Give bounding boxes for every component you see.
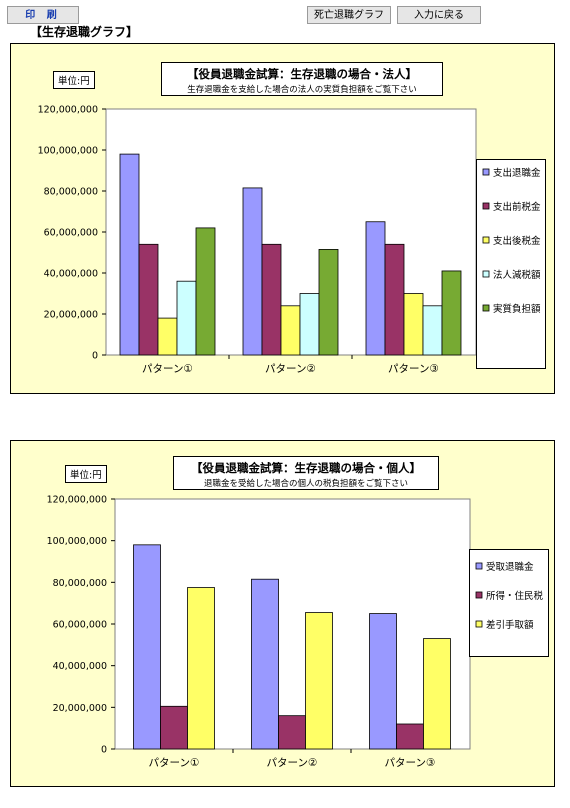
y-tick-label: 60,000,000 [53, 620, 107, 631]
bar [423, 638, 451, 750]
bar [299, 293, 320, 356]
bar [195, 227, 216, 356]
legend-swatch [482, 304, 490, 312]
bar [441, 270, 462, 356]
chart-legend [476, 159, 546, 369]
chart-title: 【役員退職金試算：生存退職の場合・法人】 [187, 67, 417, 81]
bar [403, 293, 424, 356]
legend-swatch [482, 168, 490, 176]
y-tick-label: 120,000,000 [47, 495, 107, 506]
bar [187, 587, 215, 750]
bar [365, 221, 386, 356]
legend-label: 支出退職金 [493, 167, 541, 179]
chart-title: 【役員退職金試算：生存退職の場合・個人】 [191, 461, 421, 475]
bar [369, 613, 397, 750]
bar [384, 243, 405, 356]
y-tick-label: 20,000,000 [44, 310, 98, 321]
x-category-label: パターン② [267, 757, 318, 769]
bar [422, 305, 443, 356]
bar [251, 578, 279, 750]
legend-swatch [475, 620, 483, 628]
x-category-label: パターン① [142, 363, 193, 375]
page-title: 【生存退職グラフ】 [30, 25, 139, 39]
y-tick-label: 60,000,000 [44, 228, 98, 239]
y-tick-label: 120,000,000 [38, 105, 98, 116]
y-tick-label: 80,000,000 [44, 187, 98, 198]
bar [176, 280, 197, 356]
legend-swatch [482, 270, 490, 278]
legend-label: 実質負担額 [493, 303, 541, 315]
bar [280, 305, 301, 356]
individual-chart-frame: 単位:円 【役員退職金試算：生存退職の場合・個人】 退職金を受給した場合の個人の… [10, 440, 555, 787]
legend-label: 受取退職金 [486, 561, 534, 573]
unit-label: 単位:円 [53, 71, 95, 89]
y-tick-label: 0 [101, 745, 107, 756]
bar [305, 612, 333, 750]
print-button[interactable]: 印 刷 [7, 6, 79, 24]
bar [160, 705, 188, 750]
back-to-input-button[interactable]: 入力に戻る [397, 6, 481, 24]
legend-label: 差引手取額 [486, 619, 534, 631]
chart-subtitle: 退職金を受給した場合の個人の税負担額をご覧下さい [203, 479, 408, 489]
bar [242, 187, 263, 356]
legend-swatch [482, 202, 490, 210]
x-category-label: パターン② [265, 363, 316, 375]
x-category-label: パターン① [149, 757, 200, 769]
bar [157, 317, 178, 356]
legend-label: 支出後税金 [493, 235, 541, 247]
y-tick-label: 20,000,000 [53, 703, 107, 714]
y-tick-label: 40,000,000 [53, 661, 107, 672]
bar [119, 153, 140, 356]
x-category-label: パターン③ [388, 363, 439, 375]
legend-label: 支出前税金 [493, 201, 541, 213]
corporate-bar-chart: 0 20,000,000 40,000,000 60,000,000 80,000,00… [38, 105, 477, 375]
death-retirement-graph-button[interactable]: 死亡退職グラフ [307, 6, 391, 24]
bar [396, 723, 424, 750]
y-tick-label: 100,000,000 [47, 536, 107, 547]
legend-swatch [482, 236, 490, 244]
individual-bar-chart: 0 20,000,000 40,000,000 60,000,000 80,000,00… [47, 495, 471, 769]
legend-swatch [475, 562, 483, 570]
legend-label: 所得・住民税 [486, 590, 544, 602]
y-tick-label: 40,000,000 [44, 269, 98, 280]
unit-label: 単位:円 [65, 465, 107, 483]
corporate-chart-frame: 単位:円 【役員退職金試算：生存退職の場合・法人】 生存退職金を支給した場合の法… [10, 43, 555, 394]
chart-subtitle: 生存退職金を支給した場合の法人の実質負担額をご覧下さい [187, 85, 417, 95]
chart-title-box: 【役員退職金試算：生存退職の場合・個人】 退職金を受給した場合の個人の税負担額を… [173, 456, 439, 490]
y-tick-label: 0 [92, 351, 98, 362]
chart-title-box: 【役員退職金試算：生存退職の場合・法人】 生存退職金を支給した場合の法人の実質負… [161, 62, 443, 96]
y-tick-label: 80,000,000 [53, 578, 107, 589]
legend-swatch [475, 591, 483, 599]
bar [138, 243, 159, 356]
bar [261, 243, 282, 356]
legend-label: 法人減税額 [493, 269, 541, 281]
y-tick-label: 100,000,000 [38, 146, 98, 157]
bar [318, 249, 339, 356]
x-category-label: パターン③ [385, 757, 436, 769]
bar [133, 544, 161, 750]
bar [278, 715, 306, 750]
